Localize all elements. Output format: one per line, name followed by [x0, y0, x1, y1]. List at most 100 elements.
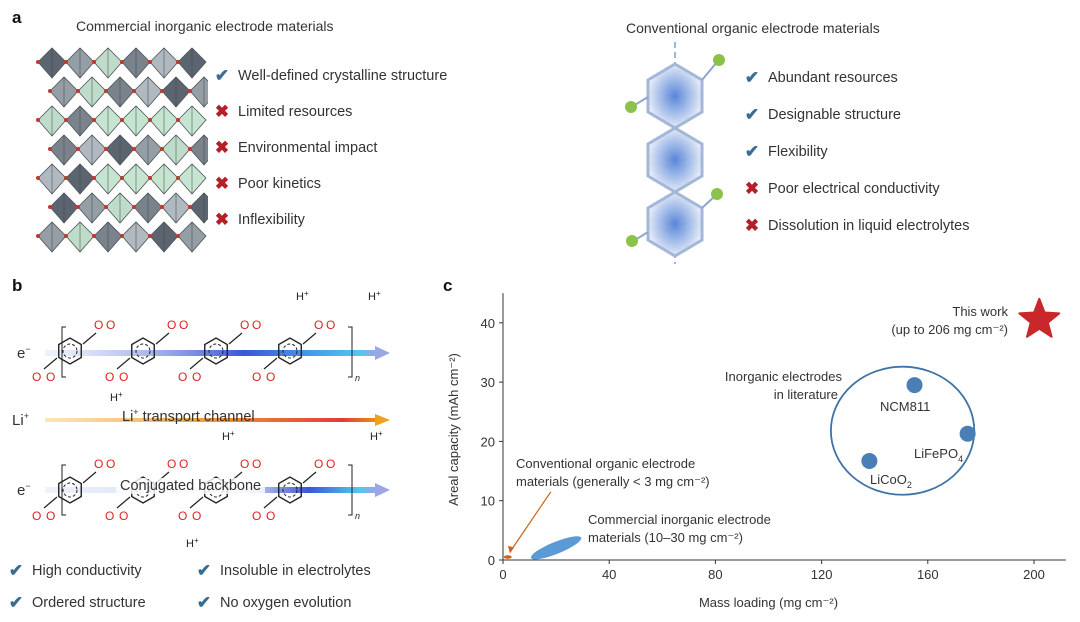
minus-sup: −	[25, 344, 31, 354]
plus-sup: +	[133, 407, 139, 418]
cross-icon: ✖	[744, 179, 760, 198]
li-label: Li	[12, 412, 24, 429]
feature-text: High conductivity	[32, 563, 142, 579]
cross-icon: ✖	[744, 216, 760, 235]
oxygen-atom: O	[314, 457, 323, 471]
arrow-head	[375, 346, 390, 360]
monomer-unit: O OO O	[178, 318, 261, 384]
this-work-label: This work	[952, 304, 1008, 319]
cross-icon: ✖	[214, 102, 230, 121]
octahedron	[148, 221, 179, 253]
octahedron	[148, 47, 179, 79]
octahedron	[176, 47, 207, 79]
octahedron	[104, 134, 135, 166]
monomer-unit: O OO O	[32, 457, 115, 523]
octahedron	[176, 105, 207, 137]
x-tick-label: 80	[708, 567, 722, 582]
property-item: ✔ Designable structure	[744, 105, 970, 125]
octahedron	[120, 105, 151, 137]
property-text: Flexibility	[768, 144, 828, 160]
y-axis-label: Areal capacity (mAh cm⁻²)	[446, 353, 461, 506]
feature-text: Ordered structure	[32, 595, 146, 611]
octahedron	[104, 76, 135, 108]
octahedron	[64, 163, 95, 195]
channel-text: transport channel	[138, 409, 255, 425]
octahedron	[92, 47, 123, 79]
n-subscript: n	[355, 511, 360, 521]
cross-icon: ✖	[214, 138, 230, 157]
property-item: ✖ Dissolution in liquid electrolytes	[744, 216, 970, 236]
oxygen-atom: O	[240, 318, 249, 332]
substituent-atom	[713, 54, 725, 66]
octahedron	[160, 76, 191, 108]
row-label-li: Li+	[12, 411, 29, 429]
property-text: Poor kinetics	[238, 176, 322, 192]
feature-text: No oxygen evolution	[220, 595, 352, 611]
commercial-inorganic-region	[530, 536, 582, 560]
property-text: Environmental impact	[238, 140, 378, 156]
cross-icon: ✖	[214, 174, 230, 193]
octahedron	[64, 47, 95, 79]
property-item: ✔ Abundant resources	[744, 68, 970, 88]
property-item: ✖ Poor electrical conductivity	[744, 179, 970, 199]
feature-item: ✔ Ordered structure	[8, 593, 146, 613]
octahedron	[48, 134, 79, 166]
commercial-inorganic-detail: materials (10–30 mg cm⁻²)	[588, 530, 743, 545]
x-axis-label: Mass loading (mg cm⁻²)	[699, 595, 838, 610]
octahedron	[188, 76, 208, 108]
conventional-organic-region	[503, 555, 512, 559]
oxygen-atom: O	[266, 370, 275, 384]
arrow-head	[507, 545, 514, 554]
y-tick-label: 0	[488, 553, 495, 568]
li-transport-path	[45, 418, 375, 422]
data-point-lifepo4	[959, 425, 976, 442]
data-point-licoo2	[861, 452, 878, 469]
organic-properties-list: ✔ Abundant resources ✔ Designable structure…	[744, 68, 970, 253]
y-tick-label: 40	[481, 316, 495, 331]
octahedron	[188, 134, 208, 166]
monomer-unit: O OO O	[252, 457, 335, 523]
oxygen-atom: O	[32, 370, 41, 384]
row-label-e-bottom: e−	[17, 481, 31, 499]
proton-label: H+	[368, 289, 381, 303]
arrow-head	[375, 414, 390, 426]
x-tick-label: 200	[1023, 567, 1045, 582]
data-point-ncm811	[906, 377, 923, 394]
check-icon: ✔	[214, 66, 230, 85]
x-tick-label: 0	[499, 567, 506, 582]
this-work-detail: (up to 206 mg cm⁻²)	[891, 322, 1008, 337]
property-text: Designable structure	[768, 107, 901, 123]
oxygen-atom: O	[252, 457, 261, 471]
oxygen-atom: O	[326, 457, 335, 471]
property-text: Dissolution in liquid electrolytes	[768, 218, 970, 234]
proton-label: H+	[186, 536, 199, 550]
check-icon: ✔	[8, 593, 24, 612]
oxygen-atom: O	[178, 509, 187, 523]
octahedron	[48, 76, 79, 108]
x-tick-label: 160	[917, 567, 939, 582]
oxygen-atom: O	[46, 509, 55, 523]
oxygen-atom: O	[46, 370, 55, 384]
commercial-inorganic-label: Commercial inorganic electrode	[588, 512, 771, 527]
oxygen-atom: O	[105, 370, 114, 384]
conjugated-backbone-label: Conjugated backbone	[116, 478, 266, 494]
inorganic-literature-label: Inorganic electrodes	[725, 369, 843, 384]
proton-label: H+	[370, 429, 383, 443]
conventional-organic-detail: materials (generally < 3 mg cm⁻²)	[516, 474, 710, 489]
octahedron	[92, 221, 123, 253]
property-text: Well-defined crystalline structure	[238, 68, 448, 84]
oxygen-atom: O	[167, 318, 176, 332]
oxygen-atom: O	[240, 457, 249, 471]
octahedron	[148, 105, 179, 137]
octahedron	[76, 134, 107, 166]
property-text: Abundant resources	[768, 70, 898, 86]
organic-molecule-illustration	[625, 42, 725, 264]
benzene-ring	[646, 190, 704, 258]
oxygen-atom: O	[252, 509, 261, 523]
row-label-e-top: e−	[17, 344, 31, 362]
feature-item: ✔ No oxygen evolution	[196, 593, 352, 613]
octahedron	[132, 134, 163, 166]
oxygen-atom: O	[192, 370, 201, 384]
oxygen-atom: O	[326, 318, 335, 332]
panel-b-label: b	[12, 276, 23, 295]
